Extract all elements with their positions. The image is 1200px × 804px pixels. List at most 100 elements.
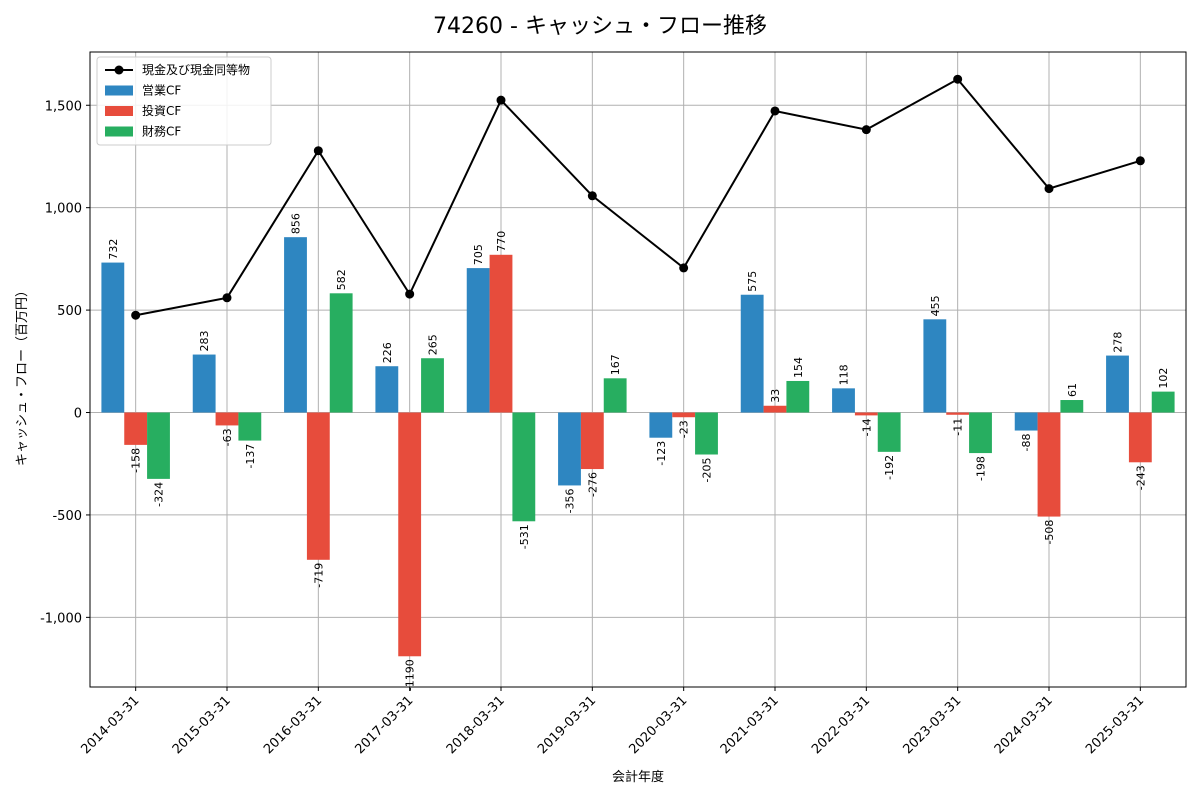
grid-lines [90,52,1186,687]
bar-value-label: -356 [564,488,577,513]
bar-value-label: -11 [952,418,965,436]
cash-line-layer [131,74,1145,320]
bar-営業CF-2019-03-31 [558,412,581,486]
bar-value-label: 154 [792,357,805,378]
bar-財務CF-2019-03-31 [603,378,627,413]
x-tick-label: 2015-03-31 [170,693,234,757]
legend-bar-swatch [105,106,133,116]
legend-label: 営業CF [142,84,181,98]
legend-label: 財務CF [142,124,181,139]
bar-営業CF-2025-03-31 [1106,355,1129,413]
x-tick-label: 2024-03-31 [992,693,1056,757]
x-tick-label: 2025-03-31 [1083,693,1147,757]
x-tick-label: 2023-03-31 [900,693,964,757]
x-tick-label: 2021-03-31 [718,693,782,757]
bar-営業CF-2017-03-31 [375,366,399,413]
cash-point-2016-03-31 [313,146,323,156]
legend-bar-swatch [105,126,133,137]
cash-point-2020-03-31 [679,263,689,273]
bar-value-label: 33 [769,389,782,403]
bar-営業CF-2016-03-31 [284,237,307,413]
x-tick-label: 2017-03-31 [352,693,416,757]
x-tick-label: 2016-03-31 [261,693,325,757]
bar-value-label: 283 [198,331,211,352]
bar-投資CF-2023-03-31 [946,412,970,415]
cash-point-2025-03-31 [1135,156,1145,166]
bar-value-label: -137 [244,444,257,469]
bar-財務CF-2016-03-31 [329,293,353,413]
x-tick-label: 2018-03-31 [444,693,508,757]
bar-投資CF-2015-03-31 [215,412,239,426]
cash-point-2015-03-31 [222,293,232,303]
bar-投資CF-2024-03-31 [1037,412,1061,517]
y-tick-label: 0 [74,407,82,422]
bar-投資CF-2022-03-31 [854,412,878,416]
bar-財務CF-2020-03-31 [695,412,718,455]
x-axis-label: 会計年度 [612,769,664,785]
bar-value-label: -63 [221,428,234,446]
bar-value-label: -243 [1134,465,1147,490]
bar-value-label: -14 [860,418,873,436]
bar-value-label: -205 [701,458,714,483]
bar-財務CF-2017-03-31 [421,358,444,413]
bar-value-label: 455 [929,295,942,316]
bar-営業CF-2020-03-31 [649,412,673,438]
bar-value-label: -88 [1020,434,1033,452]
bar-営業CF-2021-03-31 [740,294,764,413]
legend-label: 現金及び現金同等物 [142,62,250,77]
y-axis-label: キャッシュ・フロー（百万円） [15,284,30,466]
cash-point-2022-03-31 [861,125,871,135]
bar-value-label: 856 [290,213,303,234]
chart-title: 74260 - キャッシュ・フロー推移 [433,14,767,39]
x-tick-label: 2020-03-31 [626,693,690,757]
bar-value-labels: 732 283 856 226 705 -356 -123 575 118 455 -88 278 -1… [107,213,1170,691]
cash-point-2014-03-31 [131,310,141,320]
bar-投資CF-2018-03-31 [489,254,513,413]
cash-point-2021-03-31 [770,106,780,116]
bar-value-label: -192 [883,455,896,480]
bar-value-label: -276 [586,472,599,497]
bar-value-label: 226 [381,342,394,363]
bar-value-label: -1190 [404,659,417,691]
legend-label: 投資CF [142,103,181,118]
x-tick-label: 2022-03-31 [809,693,873,757]
cash-point-2023-03-31 [953,74,963,84]
bar-投資CF-2021-03-31 [763,405,787,413]
bar-財務CF-2025-03-31 [1151,391,1175,413]
y-tick-label: -500 [52,509,82,524]
bar-value-label: -324 [153,482,166,507]
bar-value-label: -531 [518,524,531,549]
bar-財務CF-2022-03-31 [877,412,901,452]
bar-営業CF-2024-03-31 [1014,412,1038,431]
bar-value-label: 167 [609,354,622,375]
bar-value-label: -508 [1043,520,1056,545]
bar-value-label: 582 [335,269,348,290]
x-tick-label: 2019-03-31 [535,693,599,757]
bar-value-label: 705 [472,244,485,265]
bar-value-label: 278 [1112,332,1125,353]
bar-value-label: 732 [107,239,120,260]
y-tick-label: 1,000 [45,202,82,217]
legend-bar-swatch [105,85,133,96]
bar-value-label: 118 [838,364,851,385]
legend-box [96,56,272,146]
bar-財務CF-2023-03-31 [969,412,992,454]
bar-営業CF-2014-03-31 [101,262,125,413]
bar-投資CF-2014-03-31 [124,412,148,445]
legend-marker [114,65,124,75]
bar-value-label: -198 [975,456,988,481]
bar-value-label: 575 [746,271,759,292]
cash-line [135,77,1141,317]
bar-value-label: 265 [427,334,440,355]
bar-財務CF-2014-03-31 [147,412,170,479]
bar-value-label: -158 [130,448,143,473]
bar-営業CF-2018-03-31 [466,268,490,413]
x-tick-label: 2014-03-31 [78,693,142,757]
bar-value-label: -23 [678,420,691,438]
bar-投資CF-2019-03-31 [580,412,604,470]
bar-value-label: -719 [312,563,325,588]
bar-財務CF-2018-03-31 [512,412,536,522]
bar-value-label: 61 [1066,383,1079,397]
bar-営業CF-2015-03-31 [192,354,216,413]
